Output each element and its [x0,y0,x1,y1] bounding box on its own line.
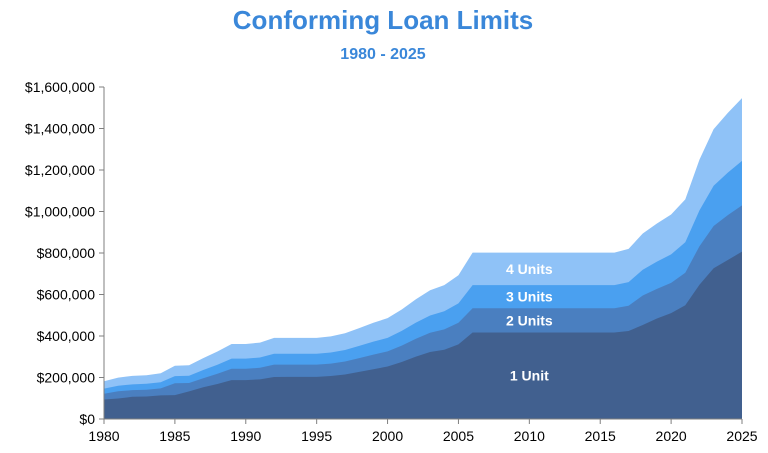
area-1-unit [104,251,742,419]
x-tick-label: 2020 [656,428,687,444]
x-tick-label: 2025 [726,428,757,444]
y-axis-ticks: $0 $200,000 $400,000 $600,000 $800,000 $1,000… [25,79,104,427]
plot-areas [104,98,742,420]
series-label-2-units: 2 Units [506,312,553,328]
y-tick-label: $1,600,000 [25,79,95,95]
series-labels: 4 Units 3 Units 2 Units 1 Unit [506,261,553,384]
x-tick-label: 2015 [585,428,616,444]
y-tick-label: $0 [79,411,95,427]
chart-subtitle: 1980 - 2025 [340,46,426,63]
x-tick-label: 1980 [88,428,119,444]
x-tick-label: 2005 [443,428,474,444]
x-tick-label: 2010 [514,428,545,444]
x-tick-label: 2000 [372,428,403,444]
chart-title: Conforming Loan Limits [233,5,533,35]
y-tick-label: $1,000,000 [25,204,95,220]
x-tick-label: 1995 [301,428,332,444]
series-label-3-units: 3 Units [506,289,553,305]
y-tick-label: $1,400,000 [25,121,95,137]
y-tick-label: $1,200,000 [25,162,95,178]
y-tick-label: $400,000 [37,328,96,344]
series-label-4-units: 4 Units [506,261,553,277]
y-tick-label: $600,000 [37,287,96,303]
x-tick-label: 1985 [159,428,190,444]
y-tick-label: $200,000 [37,370,96,386]
x-tick-label: 1990 [230,428,261,444]
x-axis-ticks: 1980 1985 1990 1995 2000 2005 2010 2015 2020 2025 [88,419,758,444]
series-label-1-unit: 1 Unit [510,368,549,384]
y-tick-label: $800,000 [37,245,96,261]
